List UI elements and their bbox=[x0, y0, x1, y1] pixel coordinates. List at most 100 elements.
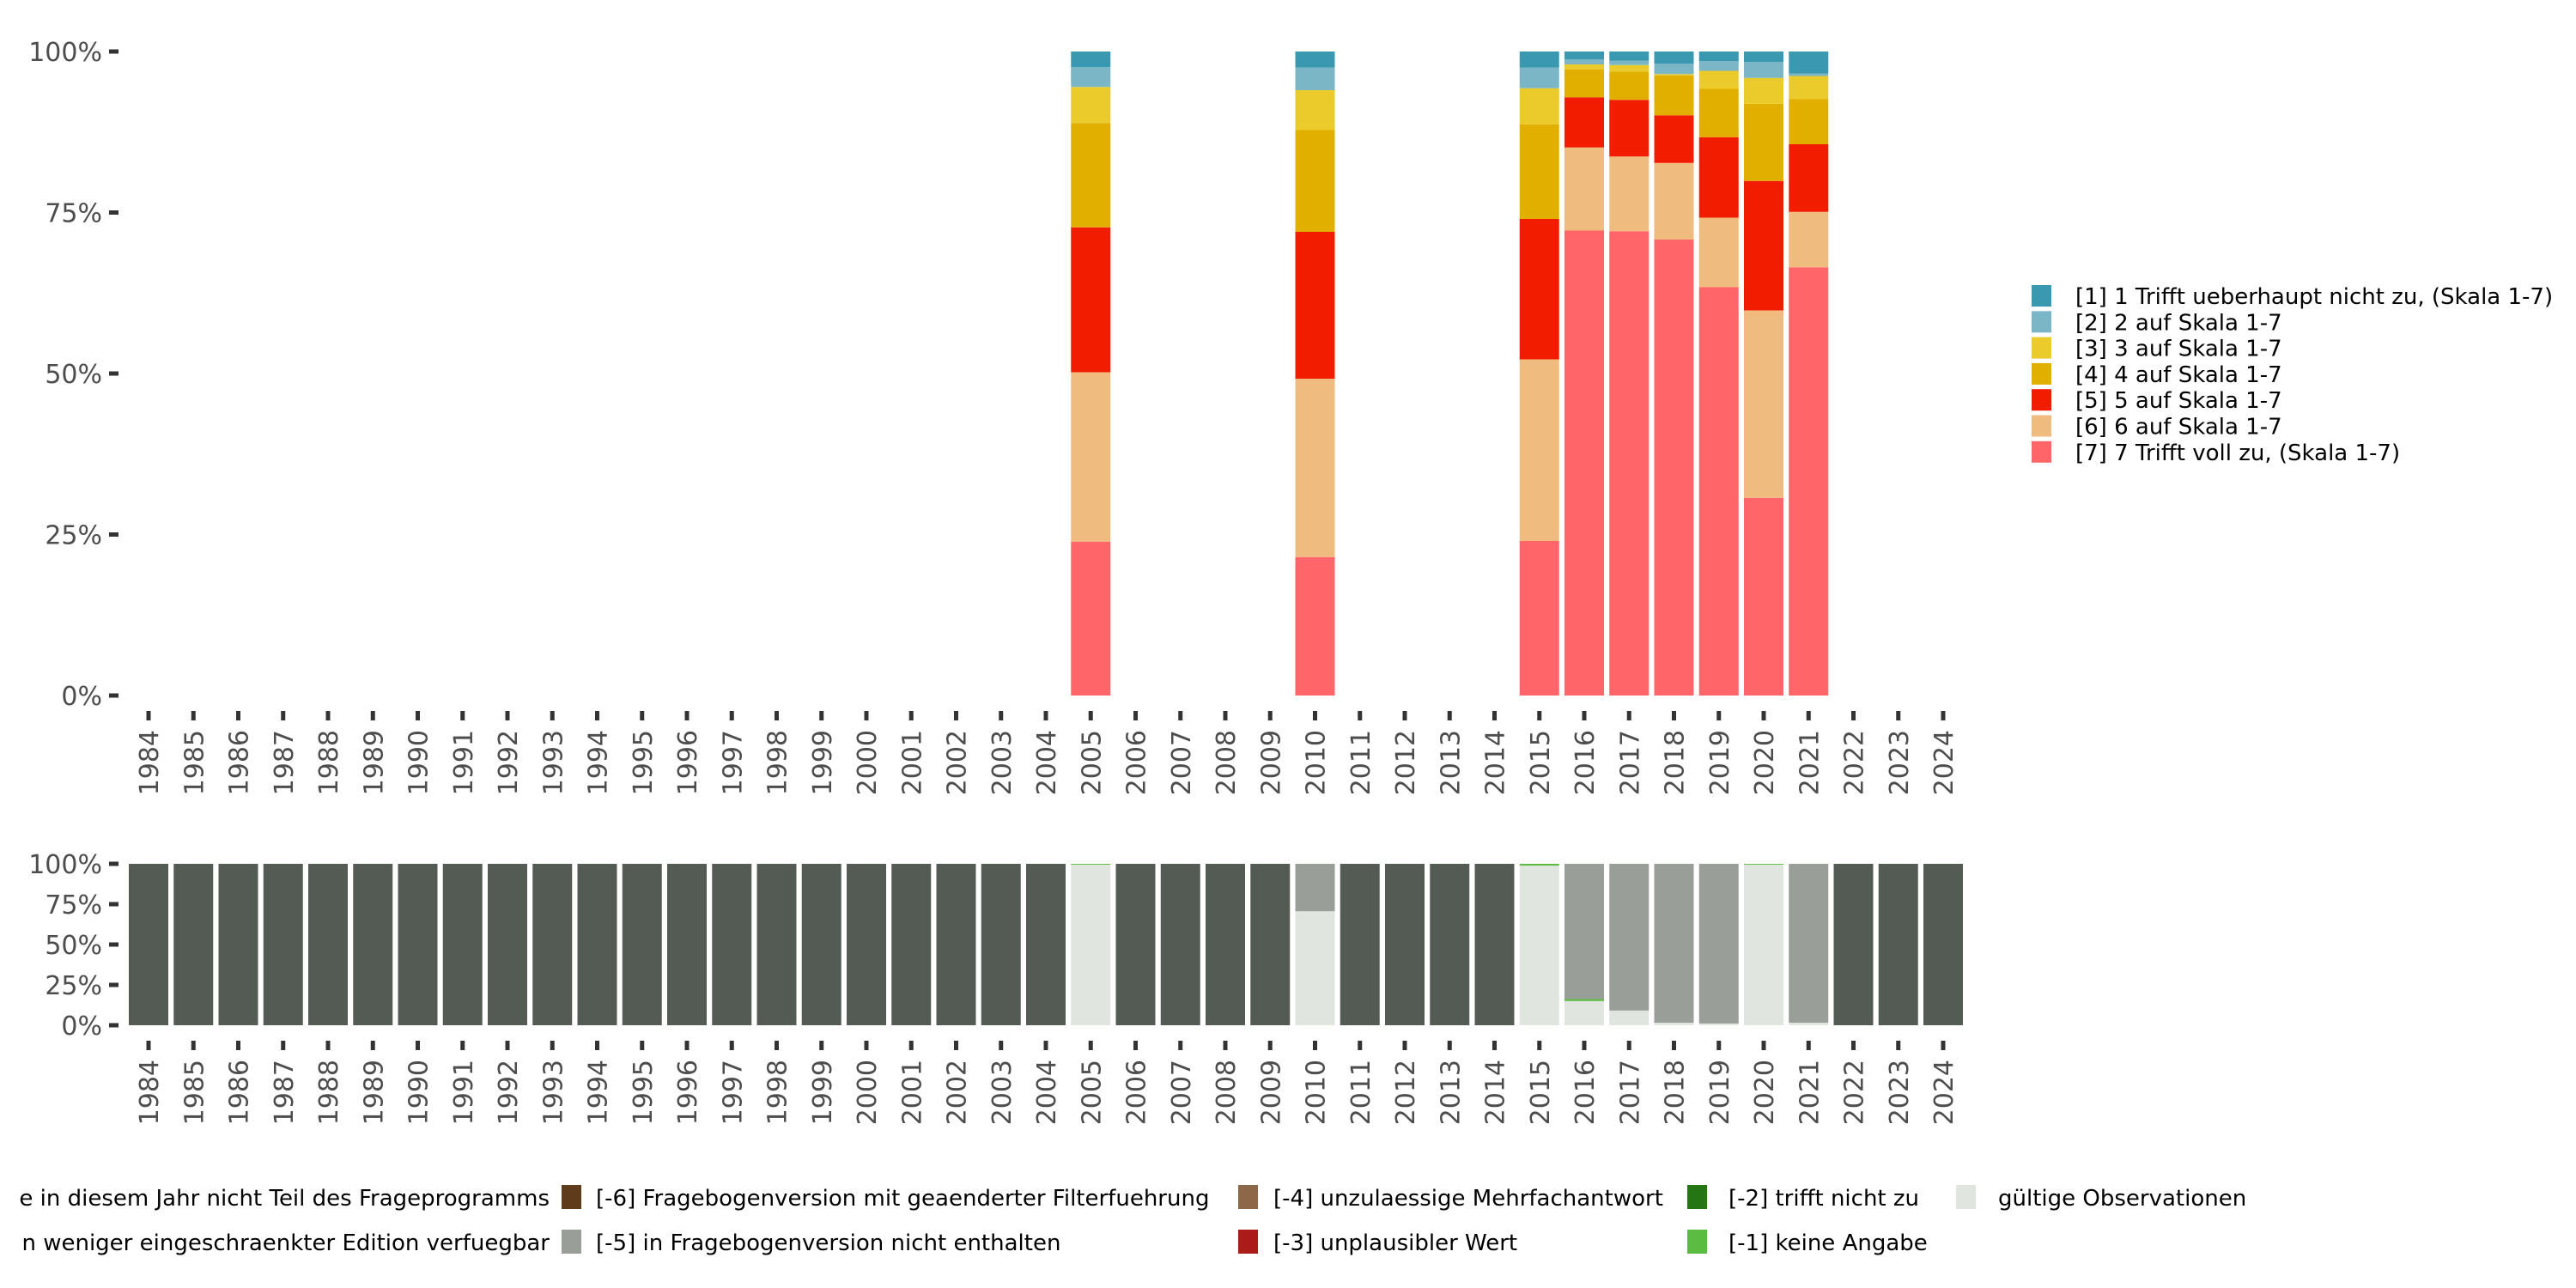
bottom-x-tick-label: 2006 bbox=[1122, 1060, 1152, 1125]
bottom-y-tick-mark bbox=[109, 1023, 118, 1028]
top-x-tick-mark bbox=[1761, 711, 1766, 720]
bar-segment bbox=[1609, 1010, 1649, 1025]
bottom-x-tick-mark bbox=[1941, 1041, 1946, 1050]
bottom-x-tick-label: 2000 bbox=[853, 1060, 883, 1125]
bar-segment bbox=[1698, 864, 1739, 1024]
top-x-tick-label: 1989 bbox=[359, 730, 389, 795]
bar-segment bbox=[1698, 1023, 1739, 1025]
bar-segment bbox=[712, 864, 752, 1025]
bar-segment bbox=[1295, 556, 1335, 696]
bar-segment bbox=[1789, 52, 1829, 74]
bar-segment bbox=[1744, 103, 1783, 181]
bar-segment bbox=[1295, 232, 1335, 379]
top-x-tick-mark bbox=[191, 711, 196, 720]
bottom-x-tick-label: 1992 bbox=[494, 1060, 524, 1125]
bottom-x-tick-mark bbox=[864, 1041, 869, 1050]
legend-label: [-5] in Fragebogenversion nicht enthalte… bbox=[596, 1230, 1060, 1256]
bottom-x-tick-label: 2002 bbox=[943, 1060, 973, 1125]
bar-segment bbox=[1789, 144, 1829, 212]
bottom-x-tick-label: 2010 bbox=[1302, 1060, 1332, 1125]
bottom-x-tick-mark bbox=[1851, 1041, 1856, 1050]
bar-segment bbox=[1744, 180, 1783, 311]
top-x-tick-mark bbox=[1492, 711, 1497, 720]
top-x-tick-label: 2017 bbox=[1615, 730, 1645, 795]
bar-segment bbox=[1744, 62, 1783, 78]
bottom-x-tick-mark bbox=[1716, 1041, 1722, 1050]
bottom-x-tick-mark bbox=[908, 1041, 914, 1050]
bar-segment bbox=[218, 864, 258, 1025]
bottom-x-tick-label: 1991 bbox=[449, 1060, 479, 1125]
bottom-x-tick-label: 1984 bbox=[135, 1060, 165, 1125]
bottom-x-tick-mark bbox=[1178, 1041, 1183, 1050]
bottom-x-tick-label: 2021 bbox=[1795, 1060, 1825, 1125]
bottom-x-tick-label: 2008 bbox=[1212, 1060, 1242, 1125]
bar-segment bbox=[1295, 911, 1335, 1025]
legend-key bbox=[562, 1230, 581, 1254]
top-x-tick-mark bbox=[1447, 711, 1452, 720]
bottom-x-tick-mark bbox=[460, 1041, 465, 1050]
top-y-tick-label: 0% bbox=[61, 682, 102, 712]
bar-segment bbox=[1698, 137, 1739, 218]
bar-segment bbox=[1295, 90, 1335, 131]
legend-label: [5] 5 auf Skala 1-7 bbox=[2075, 388, 2282, 414]
top-x-tick-mark bbox=[1716, 711, 1722, 720]
top-x-tick-label: 1986 bbox=[225, 730, 255, 795]
top-y-tick-mark bbox=[109, 371, 118, 376]
bottom-x-tick-label: 2014 bbox=[1481, 1060, 1511, 1125]
top-x-tick-mark bbox=[864, 711, 869, 720]
bottom-x-tick-label: 2020 bbox=[1750, 1060, 1780, 1125]
top-x-tick-mark bbox=[1672, 711, 1676, 720]
bar-segment bbox=[1654, 52, 1694, 64]
top-x-tick-label: 1991 bbox=[449, 730, 479, 795]
top-x-tick-label: 2008 bbox=[1212, 730, 1242, 795]
bar-segment bbox=[1519, 67, 1559, 88]
top-x-tick-mark bbox=[819, 711, 824, 720]
bar-segment bbox=[1833, 864, 1874, 1025]
bar-segment bbox=[1609, 52, 1649, 61]
legend-key bbox=[562, 1185, 581, 1209]
bottom-x-tick-label: 1996 bbox=[673, 1060, 703, 1125]
top-x-tick-mark bbox=[1626, 711, 1631, 720]
top-x-tick-mark bbox=[640, 711, 645, 720]
bottom-x-tick-mark bbox=[1223, 1041, 1228, 1050]
legend-key bbox=[1687, 1230, 1707, 1254]
legend-key bbox=[2032, 440, 2051, 463]
top-x-tick-label: 2022 bbox=[1840, 730, 1870, 795]
top-x-tick-mark bbox=[1941, 711, 1946, 720]
top-x-tick-mark bbox=[954, 711, 958, 720]
top-bars bbox=[1071, 52, 1829, 696]
bottom-y-tick-mark bbox=[109, 982, 118, 987]
bar-segment bbox=[1789, 73, 1829, 76]
legend-label: n weniger eingeschraenkter Edition verfu… bbox=[21, 1230, 550, 1256]
bar-segment bbox=[1026, 864, 1066, 1025]
top-x-tick-label: 2002 bbox=[943, 730, 973, 795]
bottom-x-tick-mark bbox=[595, 1041, 599, 1050]
top-y-tick-mark bbox=[109, 532, 118, 537]
top-x-tick-mark bbox=[1043, 711, 1048, 720]
bottom-x-tick-label: 1987 bbox=[270, 1060, 300, 1125]
legend-label: e in diesem Jahr nicht Teil des Fragepro… bbox=[19, 1186, 550, 1212]
bottom-x-tick-label: 2018 bbox=[1661, 1060, 1691, 1125]
bottom-x-tick-mark bbox=[819, 1041, 824, 1050]
bottom-x-tick-label: 1989 bbox=[359, 1060, 389, 1125]
top-x-tick-label: 2015 bbox=[1526, 730, 1556, 795]
bottom-x-tick-label: 1994 bbox=[584, 1060, 614, 1125]
bottom-x-tick-mark bbox=[370, 1041, 375, 1050]
bar-segment bbox=[1654, 74, 1694, 76]
bottom-x-tick-label: 1999 bbox=[808, 1060, 838, 1125]
legend-key bbox=[2032, 362, 2051, 385]
bottom-axes: 0% 25% 50% 75% 100% 1984 1985 1986 1987 1988 1989 1… bbox=[28, 850, 1959, 1125]
top-x-tick-label: 2004 bbox=[1032, 730, 1062, 795]
bottom-y-tick-label: 25% bbox=[45, 971, 102, 1001]
bottom-x-tick-mark bbox=[416, 1041, 420, 1050]
bar-segment bbox=[1071, 123, 1111, 228]
top-y-tick-mark bbox=[109, 693, 118, 698]
top-x-tick-mark bbox=[1178, 711, 1183, 720]
bar-segment bbox=[353, 864, 393, 1025]
bottom-x-tick-label: 2012 bbox=[1391, 1060, 1421, 1125]
top-x-tick-mark bbox=[1806, 711, 1811, 720]
top-x-tick-label: 2009 bbox=[1256, 730, 1286, 795]
bar-segment bbox=[1564, 52, 1604, 59]
legend-key bbox=[2032, 415, 2051, 437]
bar-segment bbox=[1654, 64, 1694, 75]
